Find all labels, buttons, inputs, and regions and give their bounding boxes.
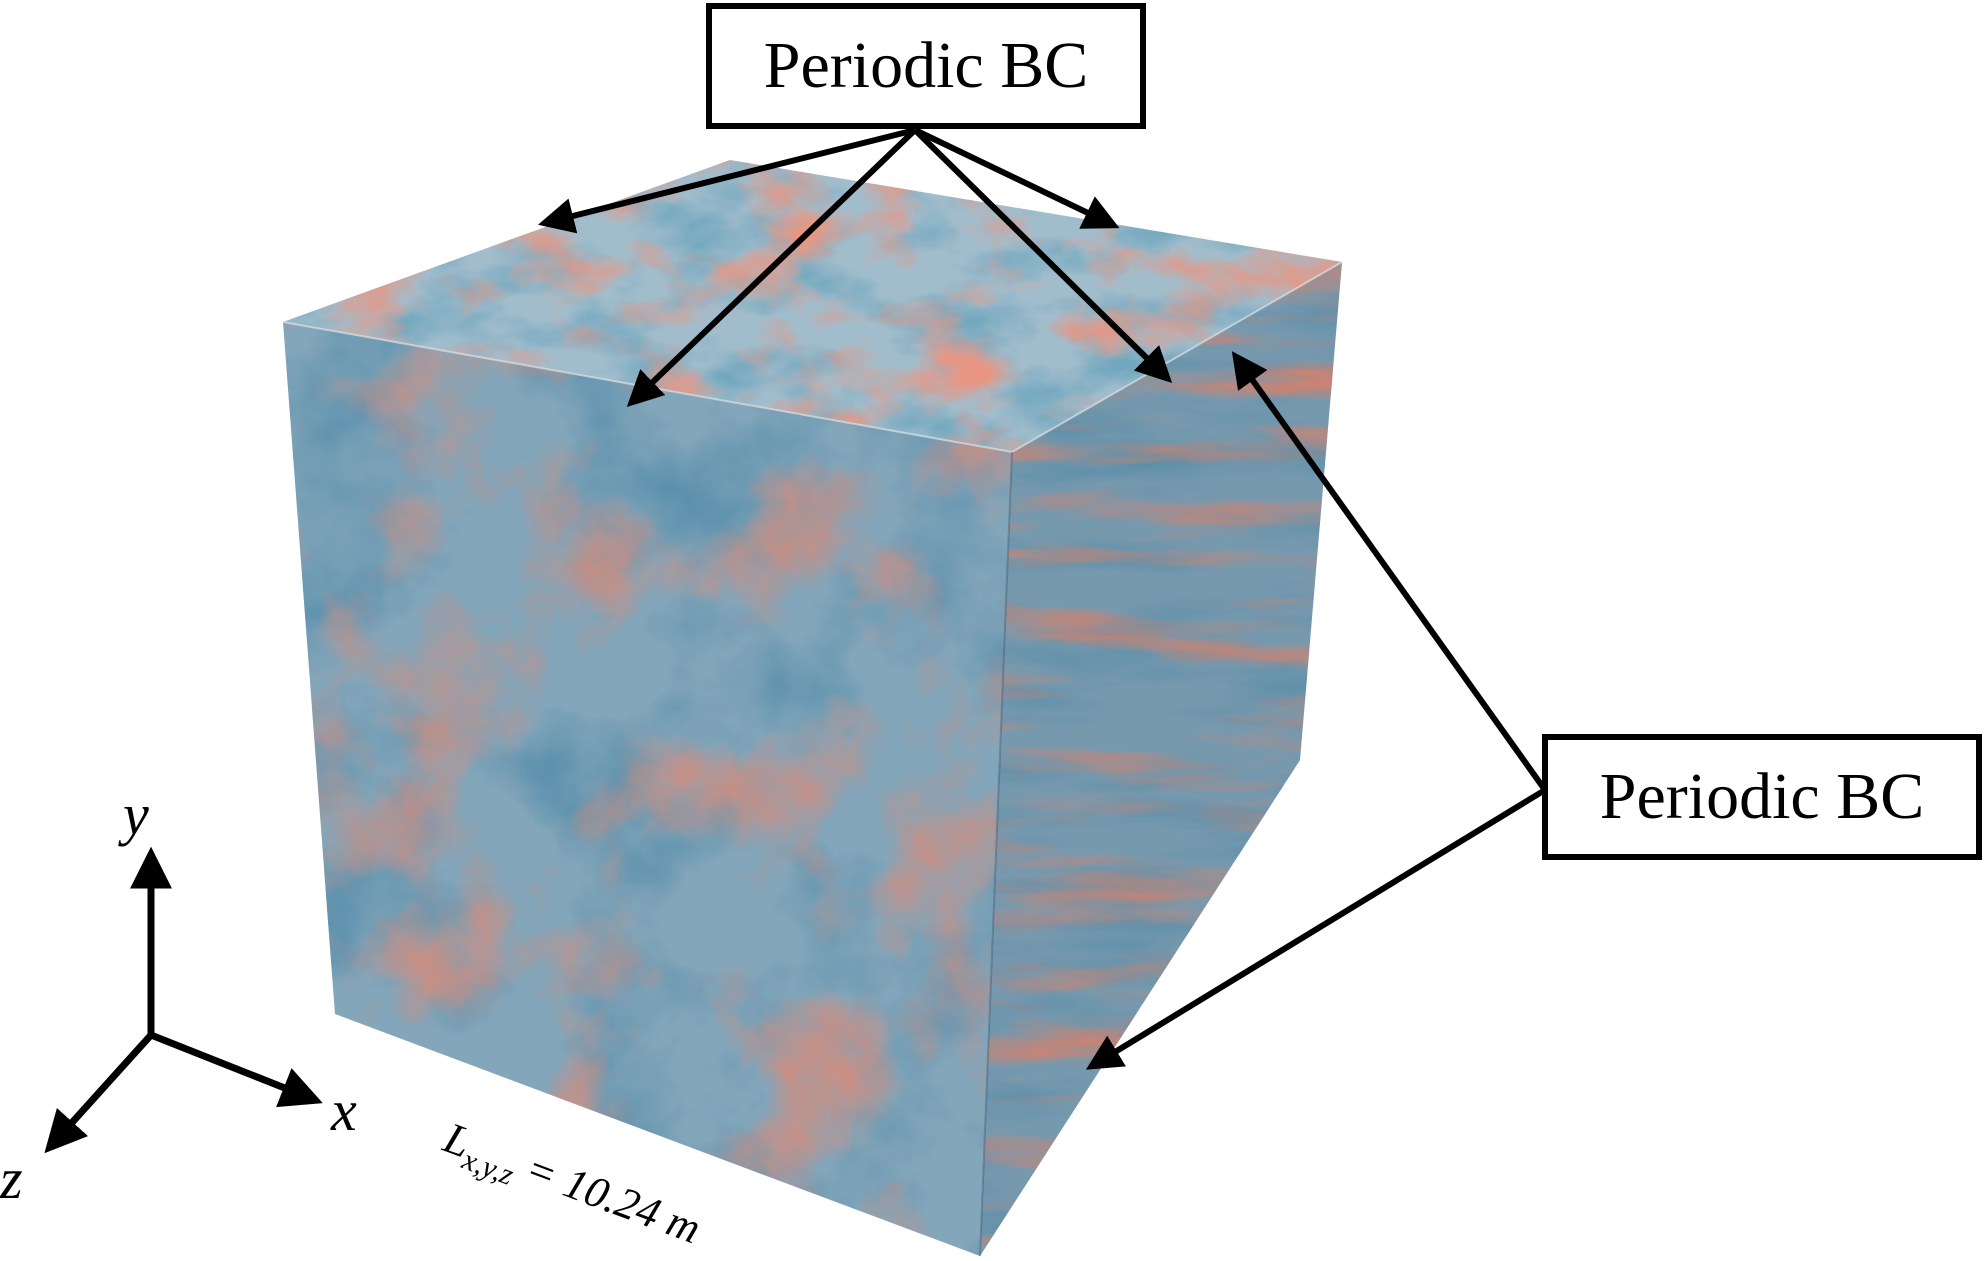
axis-y-label: y <box>123 782 149 847</box>
axis-z-arrow <box>44 1032 154 1154</box>
periodic-bc-label-top: Periodic BC <box>706 3 1146 129</box>
arrow-top-right-near <box>913 127 1120 229</box>
top-callout-arrows <box>538 127 1173 407</box>
arrow-top-right-edge <box>912 127 1173 384</box>
arrow-right-lower <box>1085 787 1547 1070</box>
axis-z-label: z <box>0 1146 23 1211</box>
arrow-top-left <box>538 127 916 234</box>
arrow-top-center <box>626 127 918 407</box>
cube-vertical-edge <box>979 451 1013 1257</box>
cube-edges <box>282 261 1343 454</box>
axis-x-label: x <box>331 1078 357 1143</box>
axis-x-arrow <box>149 1031 323 1108</box>
axes-triad <box>44 846 323 1154</box>
right-callout-arrows <box>1085 351 1548 1070</box>
periodic-bc-label-right: Periodic BC <box>1542 734 1982 860</box>
cube-front-face <box>283 322 1012 1256</box>
arrow-right-upper <box>1231 351 1548 792</box>
